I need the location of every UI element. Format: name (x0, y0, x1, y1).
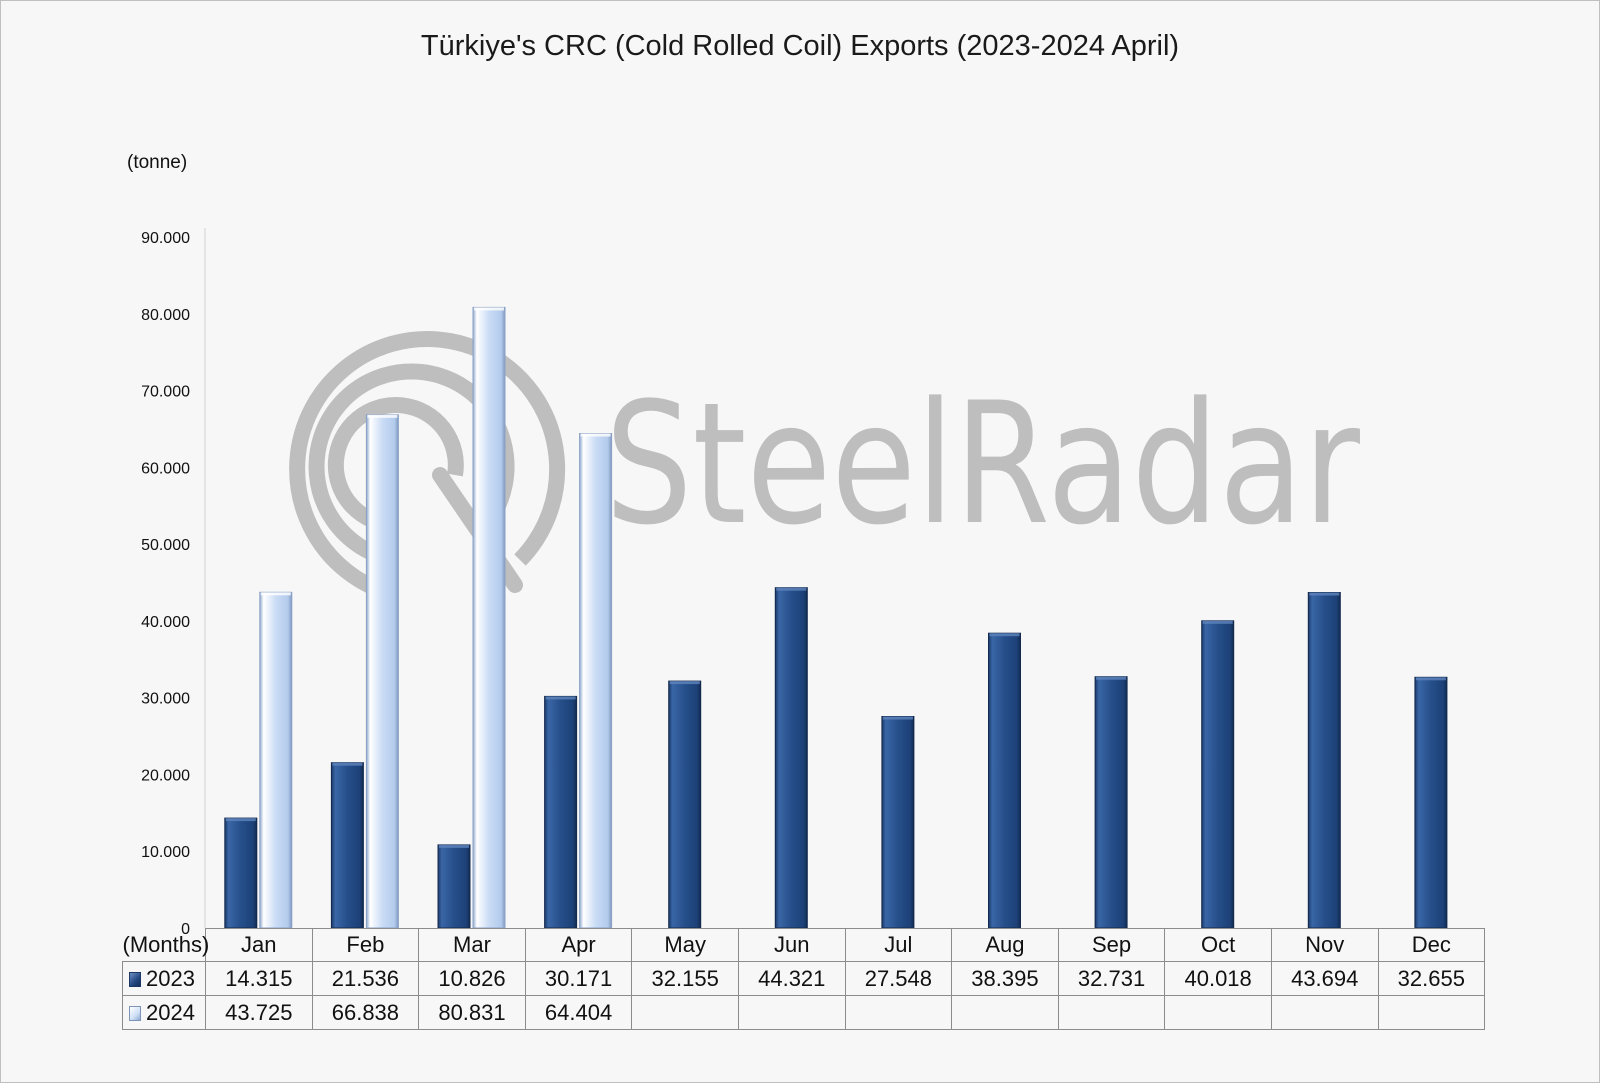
data-label-2023-mar: 10.826 (418, 961, 526, 996)
data-label-2024-sep (1057, 995, 1166, 1030)
month-header-jul: Jul (844, 928, 953, 962)
bar-cap-2023-jun (776, 587, 807, 591)
y-tick-label: 50.000 (141, 537, 190, 554)
bar-2023-nov (1307, 592, 1341, 929)
legend-2024: 2024 (122, 995, 206, 1030)
bar-cap-2023-aug (989, 633, 1020, 637)
bar-cap-2024-feb (367, 414, 398, 418)
series-row-2023: 2023 14.315 21.536 10.826 30.171 32.155 44.32… (122, 961, 1486, 996)
bar-2023-feb (330, 762, 364, 929)
bar-cap-2023-jul (882, 716, 913, 720)
watermark: SteelRadar (289, 331, 1361, 603)
month-header-row: (Months) Jan Feb Mar Apr May Jun Jul Aug Sep Oct N… (122, 928, 1486, 962)
data-label-2023-feb: 21.536 (311, 961, 420, 996)
y-tick-label: 10.000 (141, 844, 190, 861)
bar-cap-2023-dec (1415, 677, 1446, 681)
y-tick-label: 60.000 (141, 460, 190, 477)
bar-cap-2023-feb (332, 762, 363, 766)
y-tick-label: 80.000 (141, 307, 190, 324)
bar-cap-2024-mar (474, 307, 504, 311)
data-label-2024-feb: 66.838 (311, 995, 420, 1030)
data-label-2023-oct: 40.018 (1164, 961, 1272, 996)
bar-2024-feb (365, 414, 399, 929)
bar-2023-jun (774, 587, 808, 929)
y-tick-label: 30.000 (141, 691, 190, 708)
month-header-nov: Nov (1270, 928, 1379, 962)
bar-cap-2023-oct (1202, 620, 1233, 624)
legend-label-2024: 2024 (146, 999, 195, 1025)
bar-2023-may (668, 680, 702, 929)
month-header-feb: Feb (311, 928, 420, 962)
bar-2024-jan (259, 591, 293, 929)
data-label-2024-jul (844, 995, 953, 1030)
data-label-2024-oct (1164, 995, 1272, 1030)
data-label-2023-aug: 38.395 (951, 961, 1059, 996)
y-tick-labels: 010.00020.00030.00040.00050.00060.00070.… (141, 230, 190, 938)
bar-cap-2023-jan (225, 818, 256, 822)
month-header-dec: Dec (1377, 928, 1486, 962)
bar-2024-apr (579, 433, 613, 929)
data-label-2024-may (631, 995, 739, 1030)
bar-2023-jan (224, 817, 258, 929)
bar-cap-2023-apr (545, 696, 576, 700)
data-label-2023-dec: 32.655 (1377, 961, 1486, 996)
data-label-2023-jun: 44.321 (737, 961, 846, 996)
data-label-2023-apr: 30.171 (524, 961, 633, 996)
data-label-2024-dec (1377, 995, 1486, 1030)
bar-cap-2023-may (669, 681, 700, 685)
data-label-2024-jun (737, 995, 846, 1030)
bar-cap-2024-jan (260, 592, 291, 596)
bar-2023-oct (1201, 620, 1235, 929)
bar-2023-dec (1414, 676, 1448, 929)
bar-cap-2023-mar (439, 844, 469, 848)
data-label-2024-mar: 80.831 (418, 995, 526, 1030)
data-label-2024-nov (1270, 995, 1379, 1030)
bar-cap-2024-apr (580, 433, 611, 437)
series-row-2024: 2024 43.725 66.838 80.831 64.404 (122, 995, 1486, 1030)
month-header-apr: Apr (524, 928, 633, 962)
month-header-mar: Mar (418, 928, 526, 962)
radar-logo-icon (289, 331, 566, 603)
bar-2023-aug (988, 632, 1021, 929)
data-label-2024-apr: 64.404 (524, 995, 633, 1030)
data-label-2024-aug (951, 995, 1059, 1030)
data-label-2023-sep: 32.731 (1057, 961, 1166, 996)
y-tick-label: 70.000 (141, 384, 190, 401)
data-label-2023-jan: 14.315 (205, 961, 313, 996)
month-header-jan: Jan (205, 928, 313, 962)
bar-2024-mar (472, 306, 506, 929)
x-axis-label: (Months) (122, 928, 209, 962)
bar-2023-mar (437, 844, 471, 929)
data-label-2023-jul: 27.548 (844, 961, 953, 996)
data-label-2024-jan: 43.725 (205, 995, 313, 1030)
data-table: (Months) Jan Feb Mar Apr May Jun Jul Aug Sep Oct N… (122, 928, 1486, 1030)
y-tick-label: 40.000 (141, 614, 190, 631)
month-header-may: May (631, 928, 739, 962)
y-axis-label: (tonne) (127, 152, 187, 173)
y-tick-label: 90.000 (141, 230, 190, 247)
legend-label-2023: 2023 (146, 965, 195, 991)
data-label-2023-nov: 43.694 (1270, 961, 1379, 996)
data-label-2023-may: 32.155 (631, 961, 739, 996)
legend-2023: 2023 (122, 961, 206, 996)
month-header-jun: Jun (737, 928, 846, 962)
legend-key-2024 (129, 1005, 141, 1021)
month-header-sep: Sep (1057, 928, 1166, 962)
y-tick-label: 20.000 (141, 767, 190, 784)
watermark-brand: SteelRadar (605, 366, 1361, 562)
bars-group (224, 306, 1448, 929)
chart-title: Türkiye's CRC (Cold Rolled Coil) Exports… (420, 30, 1180, 62)
bar-2023-jul (881, 716, 915, 929)
bar-cap-2023-sep (1096, 676, 1127, 680)
bar-2023-sep (1094, 676, 1128, 929)
month-header-oct: Oct (1164, 928, 1272, 962)
bar-cap-2023-nov (1309, 592, 1340, 596)
legend-key-2023 (129, 971, 141, 987)
month-header-aug: Aug (951, 928, 1059, 962)
bar-2023-apr (544, 695, 578, 929)
